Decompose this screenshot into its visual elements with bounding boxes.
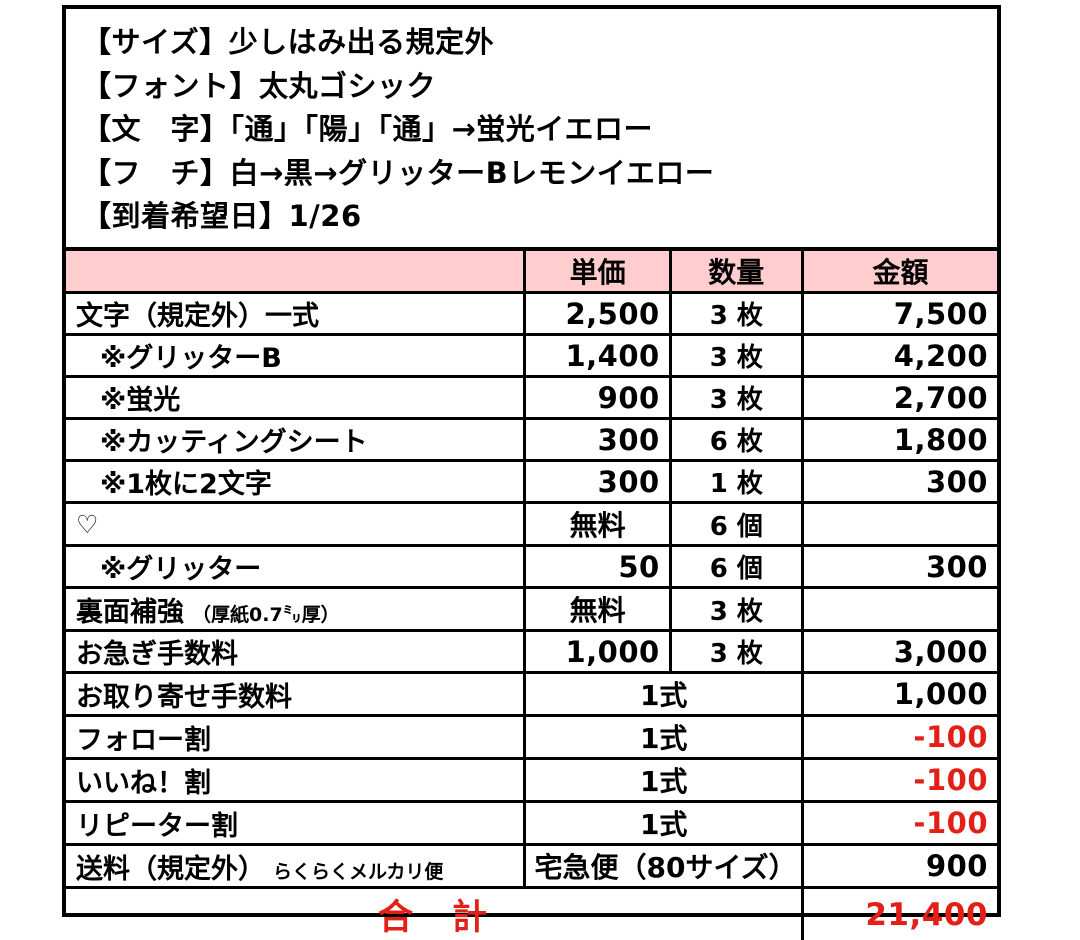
table-row: お急ぎ手数料 1,000 3 枚 3,000 bbox=[66, 631, 997, 673]
quote-sheet: 【サイズ】少しはみ出る規定外 【フォント】太丸ゴシック 【文 字】「通」「陽」「… bbox=[62, 5, 1001, 917]
amount: 1,000 bbox=[802, 673, 997, 716]
amount bbox=[802, 588, 997, 631]
item-name: ※1枚に2文字 bbox=[66, 461, 525, 503]
table-row: 裏面補強 （厚紙0.7㍉厚） 無料 3 枚 bbox=[66, 588, 997, 631]
item-name: お急ぎ手数料 bbox=[66, 631, 525, 673]
amount: 1,800 bbox=[802, 419, 997, 461]
total-label: 合 計 bbox=[66, 888, 802, 940]
table-row: 送料（規定外） らくらくメルカリ便 宅急便（80サイズ） 900 bbox=[66, 845, 997, 888]
table-row: ※グリッターB 1,400 3 枚 4,200 bbox=[66, 335, 997, 377]
unit-quantity-merged: 1式 bbox=[525, 716, 802, 759]
quantity: 3 枚 bbox=[670, 335, 802, 377]
unit-price: 無料 bbox=[525, 503, 670, 546]
table-row: ※グリッター 50 6 個 300 bbox=[66, 546, 997, 588]
table-row: 文字（規定外）一式 2,500 3 枚 7,500 bbox=[66, 293, 997, 335]
spec-arrival-date: 【到着希望日】1/26 bbox=[82, 195, 981, 239]
item-name-main: 送料（規定外） bbox=[76, 854, 265, 885]
header-quantity: 数量 bbox=[670, 251, 802, 293]
item-name: リピーター割 bbox=[66, 802, 525, 845]
amount: 7,500 bbox=[802, 293, 997, 335]
total-amount: 21,400 bbox=[802, 888, 997, 940]
amount: 900 bbox=[802, 845, 997, 888]
amount bbox=[802, 503, 997, 546]
header-row: 単価 数量 金額 bbox=[66, 251, 997, 293]
amount: 300 bbox=[802, 546, 997, 588]
spec-size: 【サイズ】少しはみ出る規定外 bbox=[82, 21, 981, 65]
unit-quantity-merged: 1式 bbox=[525, 759, 802, 802]
item-name: 裏面補強 （厚紙0.7㍉厚） bbox=[66, 588, 525, 631]
amount-discount: -100 bbox=[802, 716, 997, 759]
unit-price: 2,500 bbox=[525, 293, 670, 335]
item-name-note: らくらくメルカリ便 bbox=[273, 861, 443, 883]
table-row: いいね！割 1式 -100 bbox=[66, 759, 997, 802]
amount: 300 bbox=[802, 461, 997, 503]
quantity: 6 枚 bbox=[670, 419, 802, 461]
unit-quantity-merged: 1式 bbox=[525, 673, 802, 716]
quantity: 3 枚 bbox=[670, 588, 802, 631]
item-name: ※蛍光 bbox=[66, 377, 525, 419]
unit-price: 300 bbox=[525, 461, 670, 503]
quantity: 1 枚 bbox=[670, 461, 802, 503]
table-row: お取り寄せ手数料 1式 1,000 bbox=[66, 673, 997, 716]
item-name: お取り寄せ手数料 bbox=[66, 673, 525, 716]
spec-font: 【フォント】太丸ゴシック bbox=[82, 65, 981, 109]
quantity: 6 個 bbox=[670, 546, 802, 588]
amount-discount: -100 bbox=[802, 802, 997, 845]
price-table: 単価 数量 金額 文字（規定外）一式 2,500 3 枚 7,500 ※グリッタ… bbox=[66, 251, 997, 940]
header-unit-price: 単価 bbox=[525, 251, 670, 293]
header-amount: 金額 bbox=[802, 251, 997, 293]
heart-icon: ♡ bbox=[66, 503, 525, 546]
table-row: ※蛍光 900 3 枚 2,700 bbox=[66, 377, 997, 419]
table-row: ※カッティングシート 300 6 枚 1,800 bbox=[66, 419, 997, 461]
quantity: 3 枚 bbox=[670, 293, 802, 335]
amount: 2,700 bbox=[802, 377, 997, 419]
item-name: ※グリッター bbox=[66, 546, 525, 588]
item-name: 送料（規定外） らくらくメルカリ便 bbox=[66, 845, 525, 888]
spec-edge: 【フ チ】白→黒→グリッターBレモンイエロー bbox=[82, 152, 981, 196]
quantity: 3 枚 bbox=[670, 377, 802, 419]
order-spec-block: 【サイズ】少しはみ出る規定外 【フォント】太丸ゴシック 【文 字】「通」「陽」「… bbox=[66, 9, 997, 251]
table-row: フォロー割 1式 -100 bbox=[66, 716, 997, 759]
unit-price: 無料 bbox=[525, 588, 670, 631]
amount: 3,000 bbox=[802, 631, 997, 673]
table-row: ♡ 無料 6 個 bbox=[66, 503, 997, 546]
amount-discount: -100 bbox=[802, 759, 997, 802]
item-name: いいね！割 bbox=[66, 759, 525, 802]
header-item bbox=[66, 251, 525, 293]
item-name: ※グリッターB bbox=[66, 335, 525, 377]
unit-quantity-merged: 1式 bbox=[525, 802, 802, 845]
unit-price: 1,000 bbox=[525, 631, 670, 673]
quantity: 3 枚 bbox=[670, 631, 802, 673]
item-name-note: （厚紙0.7㍉厚） bbox=[192, 604, 340, 626]
item-name: 文字（規定外）一式 bbox=[66, 293, 525, 335]
table-row: ※1枚に2文字 300 1 枚 300 bbox=[66, 461, 997, 503]
total-row: 合 計 21,400 bbox=[66, 888, 997, 940]
table-row: リピーター割 1式 -100 bbox=[66, 802, 997, 845]
quantity: 6 個 bbox=[670, 503, 802, 546]
unit-price: 50 bbox=[525, 546, 670, 588]
spec-characters: 【文 字】「通」「陽」「通」→蛍光イエロー bbox=[82, 108, 981, 152]
item-name: ※カッティングシート bbox=[66, 419, 525, 461]
item-name: フォロー割 bbox=[66, 716, 525, 759]
amount: 4,200 bbox=[802, 335, 997, 377]
shipping-method: 宅急便（80サイズ） bbox=[525, 845, 802, 888]
unit-price: 900 bbox=[525, 377, 670, 419]
unit-price: 300 bbox=[525, 419, 670, 461]
item-name-main: 裏面補強 bbox=[76, 597, 184, 628]
unit-price: 1,400 bbox=[525, 335, 670, 377]
